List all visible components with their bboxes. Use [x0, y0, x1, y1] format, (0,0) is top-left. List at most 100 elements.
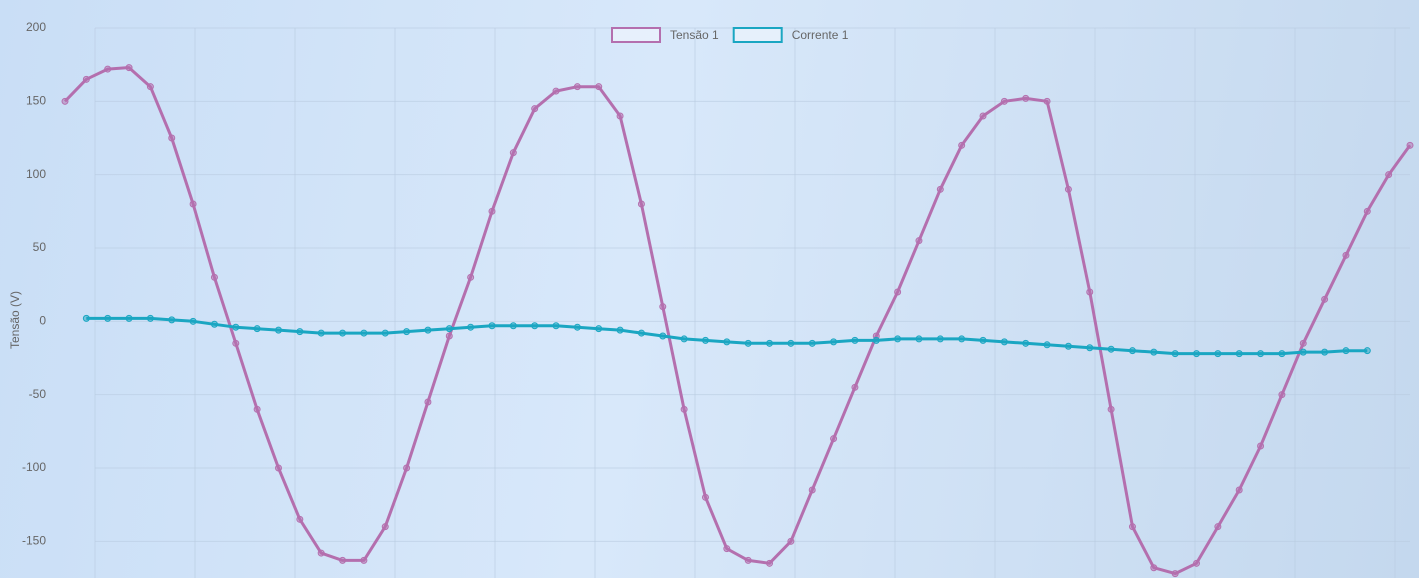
data-point — [104, 65, 112, 73]
data-point — [595, 83, 603, 91]
data-point — [61, 97, 69, 105]
data-point — [467, 323, 475, 331]
data-point — [1214, 523, 1222, 531]
series-line — [63, 66, 1412, 576]
data-point — [1342, 347, 1350, 355]
data-point — [1278, 350, 1286, 358]
data-point — [1342, 251, 1350, 259]
data-point — [872, 336, 880, 344]
data-point — [360, 556, 368, 564]
data-point — [1043, 97, 1051, 105]
data-point — [125, 314, 133, 322]
legend-swatch — [732, 27, 783, 43]
data-point — [1150, 348, 1158, 356]
data-point — [146, 83, 154, 91]
data-point — [1257, 350, 1265, 358]
data-point — [659, 332, 667, 340]
data-point — [232, 323, 240, 331]
data-point — [1321, 295, 1329, 303]
data-point — [1150, 564, 1158, 572]
data-point — [1128, 523, 1136, 531]
y-tick-label: -50 — [29, 387, 47, 401]
data-point — [232, 339, 240, 347]
data-point — [317, 329, 325, 337]
data-point — [1043, 341, 1051, 349]
data-point — [488, 322, 496, 330]
data-point — [637, 329, 645, 337]
data-point — [851, 383, 859, 391]
data-point — [979, 336, 987, 344]
data-point — [680, 405, 688, 413]
data-point — [1385, 171, 1393, 179]
data-point — [1171, 350, 1179, 358]
data-point — [958, 141, 966, 149]
data-point — [1321, 348, 1329, 356]
data-point — [915, 335, 923, 343]
data-point — [573, 323, 581, 331]
data-point — [104, 314, 112, 322]
data-point — [488, 207, 496, 215]
data-point — [168, 316, 176, 324]
data-point — [894, 288, 902, 296]
data-point — [1000, 338, 1008, 346]
data-point — [424, 398, 432, 406]
data-point — [1086, 288, 1094, 296]
data-point — [1193, 350, 1201, 358]
data-point — [659, 303, 667, 311]
data-point — [168, 134, 176, 142]
data-point — [787, 537, 795, 545]
data-point — [1171, 570, 1179, 578]
data-point — [637, 200, 645, 208]
data-point — [509, 322, 517, 330]
data-point — [573, 83, 581, 91]
data-point — [766, 339, 774, 347]
data-point — [958, 335, 966, 343]
data-point — [82, 75, 90, 83]
data-point — [723, 545, 731, 553]
data-point — [830, 435, 838, 443]
data-point — [189, 317, 197, 325]
data-point — [830, 338, 838, 346]
data-point — [339, 556, 347, 564]
data-point — [552, 87, 560, 95]
data-point — [1235, 486, 1243, 494]
data-point — [1064, 342, 1072, 350]
data-point — [616, 112, 624, 120]
data-point — [1086, 344, 1094, 352]
y-axis-label: Tensão (V) — [8, 291, 22, 349]
data-point — [1214, 350, 1222, 358]
y-tick-label: 200 — [26, 20, 46, 34]
legend-label: Corrente 1 — [792, 28, 849, 42]
data-point — [381, 523, 389, 531]
data-point — [616, 326, 624, 334]
y-tick-label: 150 — [26, 94, 46, 108]
data-point — [701, 493, 709, 501]
data-point — [1107, 405, 1115, 413]
data-point — [146, 314, 154, 322]
data-point — [1000, 97, 1008, 105]
data-point — [403, 464, 411, 472]
y-tick-label: 0 — [39, 314, 46, 328]
data-point — [1363, 207, 1371, 215]
data-point — [808, 486, 816, 494]
data-point — [552, 322, 560, 330]
series-line — [86, 316, 1368, 356]
data-point — [210, 320, 218, 328]
y-tick-label: -150 — [22, 534, 46, 548]
data-point — [680, 335, 688, 343]
data-point — [1257, 442, 1265, 450]
data-point — [744, 339, 752, 347]
data-point — [296, 515, 304, 523]
data-point — [253, 325, 261, 333]
data-point — [701, 336, 709, 344]
y-tick-label: 50 — [33, 240, 47, 254]
data-point — [317, 549, 325, 557]
y-tick-label: 100 — [26, 167, 46, 181]
data-point — [744, 556, 752, 564]
data-point — [1128, 347, 1136, 355]
data-point — [1022, 339, 1030, 347]
data-point — [339, 329, 347, 337]
data-point — [403, 328, 411, 336]
data-point — [125, 64, 133, 72]
